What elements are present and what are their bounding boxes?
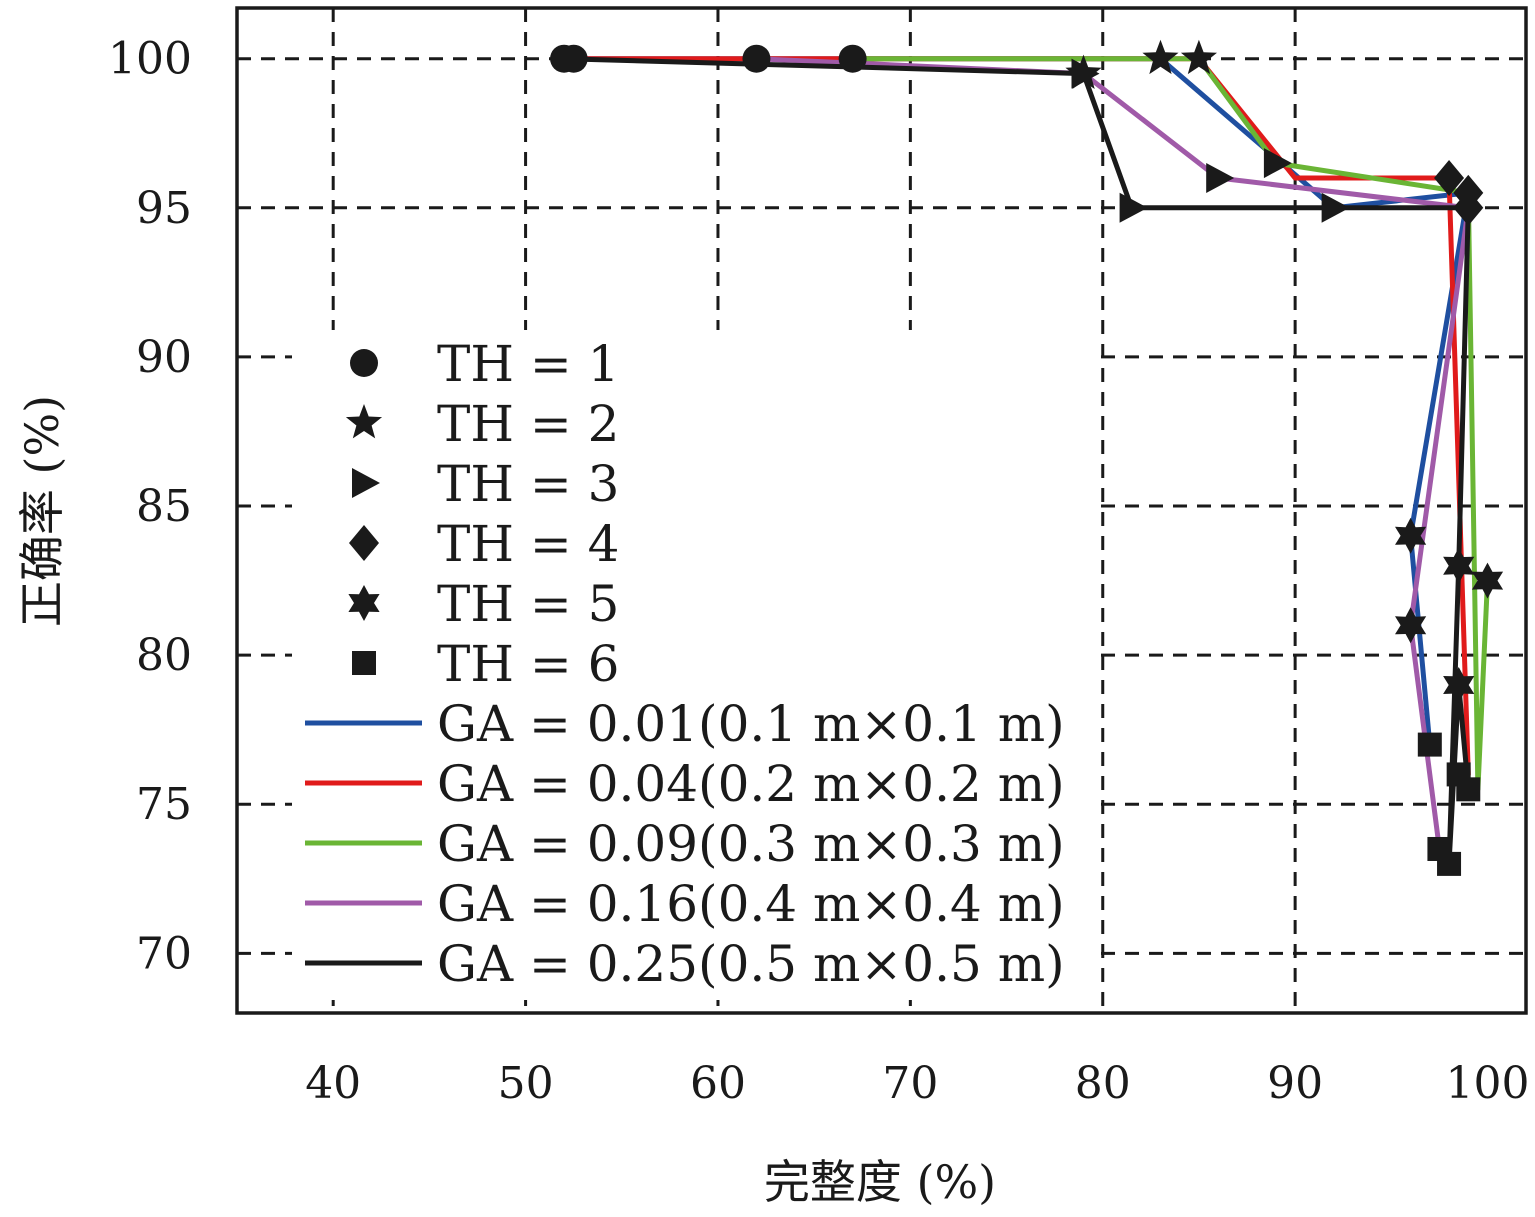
x-axis-title: 完整度 (%) [764, 1155, 996, 1209]
data-point-th6 [1437, 851, 1462, 876]
data-point-th5 [1443, 547, 1475, 584]
plot-frame [235, 6, 1528, 1015]
data-point-th6 [1417, 732, 1442, 757]
x-tick-label: 60 [690, 1058, 746, 1109]
data-point-th1 [559, 44, 588, 73]
data-point-th5 [1395, 607, 1427, 644]
data-point-th5 [1395, 517, 1427, 554]
legend-label: GA = 0.25(0.5 m×0.5 m) [437, 935, 1065, 993]
legend-label: TH = 1 [437, 335, 619, 393]
legend-label: GA = 0.09(0.3 m×0.3 m) [437, 815, 1065, 873]
legend-label: GA = 0.04(0.2 m×0.2 m) [437, 755, 1065, 813]
y-tick-label: 90 [136, 332, 192, 383]
legend-label: TH = 2 [437, 395, 619, 453]
legend-label: TH = 6 [437, 635, 619, 693]
legend-background [292, 330, 1098, 1000]
data-point-th4 [1434, 159, 1465, 196]
legend-label: TH = 4 [437, 515, 619, 573]
legend-label: TH = 3 [437, 455, 619, 513]
legend-label: GA = 0.01(0.1 m×0.1 m) [437, 695, 1065, 753]
legend-marker-th4 [349, 525, 379, 561]
y-tick-label: 70 [136, 928, 192, 979]
data-point-th4 [1453, 189, 1484, 226]
x-tick-label: 100 [1446, 1058, 1530, 1109]
x-tick-label: 90 [1267, 1058, 1323, 1109]
data-point-th3 [1206, 162, 1235, 193]
series-line-5 [561, 56, 1471, 867]
data-point-th3 [1321, 192, 1350, 223]
data-point-th3 [1071, 58, 1100, 89]
data-point-th6 [1446, 762, 1471, 787]
data-point-th1 [742, 44, 771, 73]
data-point-th5 [1443, 667, 1475, 703]
legend-label: GA = 0.16(0.4 m×0.4 m) [437, 875, 1065, 933]
data-point-th2 [1142, 39, 1179, 75]
legend-box [292, 330, 1098, 1000]
y-tick-label: 100 [108, 34, 192, 85]
x-axis-ticks: 40 50 60 70 80 90 100 [305, 1058, 1529, 1109]
legend-marker-th6 [352, 651, 376, 675]
y-axis-title: 正确率 (%) [15, 395, 69, 627]
data-point-th1 [838, 44, 867, 73]
legend-marker-th2 [345, 404, 383, 439]
x-tick-label: 40 [305, 1058, 361, 1109]
x-tick-label: 70 [882, 1058, 938, 1109]
y-tick-label: 80 [136, 630, 192, 681]
x-tick-label: 80 [1075, 1058, 1131, 1109]
data-point-th3 [1119, 192, 1148, 223]
legend: TH = 1TH = 2TH = 3TH = 4TH = 5TH = 6GA =… [305, 335, 1065, 993]
legend-marker-th3 [352, 468, 380, 498]
x-tick-label: 50 [498, 1058, 554, 1109]
y-tick-label: 75 [136, 779, 192, 830]
y-tick-label: 95 [136, 183, 192, 234]
y-tick-label: 85 [136, 481, 192, 532]
y-axis-ticks: 70 75 80 85 90 95 100 [108, 34, 192, 980]
legend-label: TH = 5 [437, 575, 619, 633]
data-point-th2 [1180, 39, 1217, 75]
data-point-th3 [1263, 148, 1292, 179]
data-point-th5 [1471, 562, 1504, 599]
legend-marker-th5 [348, 585, 380, 621]
legend-marker-th1 [350, 349, 378, 377]
data-markers [550, 39, 1504, 876]
